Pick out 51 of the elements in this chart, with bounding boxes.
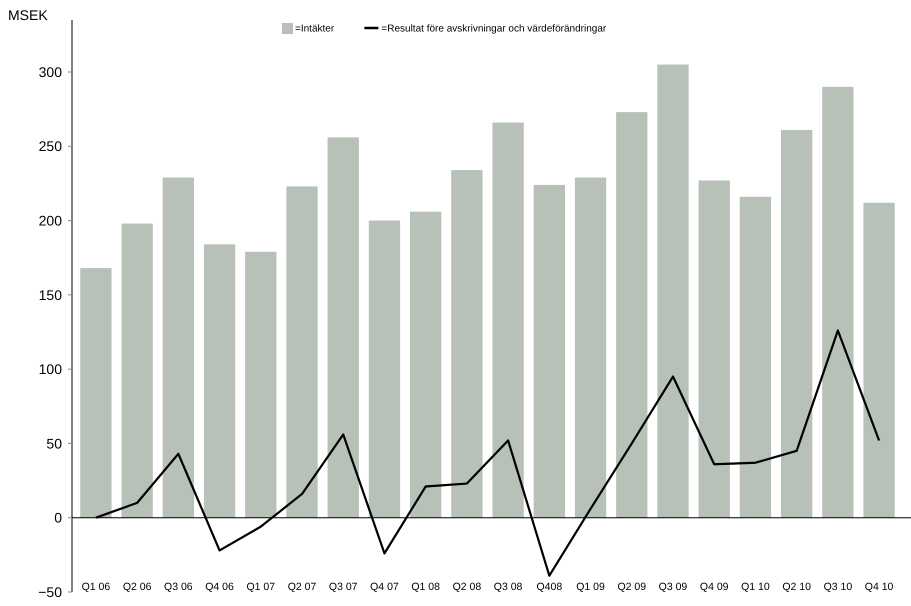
x-tick-label: Q2 09 bbox=[617, 581, 646, 593]
y-tick-label: −50 bbox=[38, 584, 62, 600]
bar bbox=[863, 202, 895, 518]
bar bbox=[780, 130, 812, 518]
x-tick-label: Q2 06 bbox=[122, 581, 152, 593]
x-tick-label: Q1 10 bbox=[741, 581, 770, 593]
x-tick-label: Q1 08 bbox=[411, 581, 440, 593]
x-tick-label: Q4 10 bbox=[864, 581, 894, 593]
x-tick-label: Q1 07 bbox=[246, 581, 276, 593]
y-tick-label: 250 bbox=[38, 138, 62, 154]
bar bbox=[162, 177, 194, 518]
y-tick-label: 50 bbox=[46, 435, 62, 452]
bar bbox=[574, 177, 606, 518]
bar bbox=[492, 122, 524, 518]
bar bbox=[451, 170, 483, 518]
y-tick-label: 150 bbox=[38, 286, 62, 303]
y-tick-label: 300 bbox=[38, 64, 62, 80]
x-tick-label: Q2 08 bbox=[452, 581, 482, 593]
x-tick-label: Q3 08 bbox=[494, 581, 523, 593]
x-tick-label: Q408 bbox=[536, 581, 562, 593]
y-tick-label: 200 bbox=[38, 212, 62, 228]
x-tick-label: Q3 07 bbox=[328, 581, 358, 593]
bar bbox=[616, 112, 648, 518]
x-tick-label: Q3 09 bbox=[658, 581, 688, 593]
bar bbox=[121, 224, 153, 518]
x-tick-label: Q1 06 bbox=[82, 581, 110, 593]
bar bbox=[245, 252, 276, 518]
x-tick-label: Q2 10 bbox=[782, 581, 812, 593]
x-tick-label: Q3 10 bbox=[824, 581, 852, 593]
bar bbox=[657, 64, 689, 518]
y-tick-label: 100 bbox=[38, 361, 62, 378]
bar bbox=[740, 196, 772, 518]
y-axis-title: MSEK bbox=[8, 7, 48, 23]
x-tick-label: Q2 07 bbox=[288, 581, 316, 593]
bar bbox=[204, 244, 236, 518]
bar bbox=[286, 186, 318, 518]
bar bbox=[822, 86, 854, 518]
bar bbox=[698, 180, 730, 518]
bar bbox=[534, 184, 565, 518]
x-tick-label: Q4 07 bbox=[370, 581, 399, 593]
x-tick-label: Q4 06 bbox=[205, 581, 234, 593]
y-tick-label: 0 bbox=[54, 510, 62, 526]
bar bbox=[368, 220, 400, 518]
bar bbox=[328, 137, 359, 518]
x-tick-label: Q3 06 bbox=[164, 581, 193, 593]
x-tick-label: Q1 09 bbox=[576, 581, 606, 593]
legend-label: =Intäkter bbox=[295, 24, 335, 34]
legend-label: =Resultat före avskrivningar och värdeförändringar bbox=[381, 24, 607, 34]
bar bbox=[410, 212, 442, 518]
x-tick-label: Q4 09 bbox=[700, 581, 729, 593]
bar bbox=[80, 268, 112, 518]
